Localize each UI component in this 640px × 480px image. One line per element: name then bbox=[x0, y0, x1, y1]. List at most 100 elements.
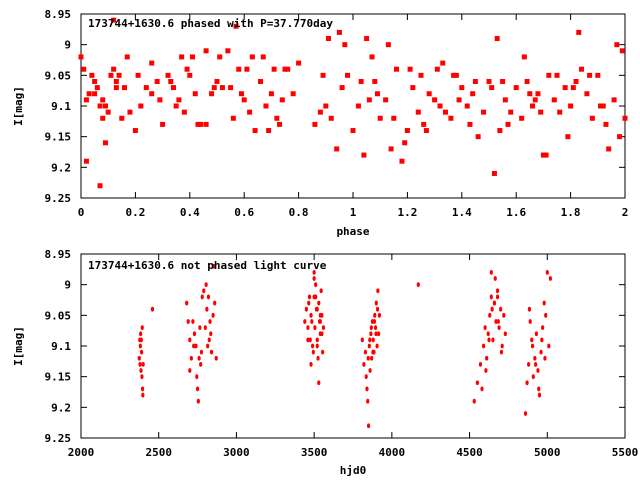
data-point bbox=[139, 337, 143, 343]
data-point bbox=[137, 355, 141, 361]
data-point bbox=[376, 288, 380, 294]
data-point bbox=[187, 72, 193, 78]
data-point bbox=[490, 306, 494, 312]
data-point bbox=[310, 343, 315, 349]
data-point bbox=[244, 66, 250, 72]
data-point bbox=[312, 270, 316, 275]
data-point bbox=[86, 91, 92, 97]
data-point bbox=[186, 319, 190, 324]
data-point bbox=[89, 72, 95, 78]
data-point bbox=[170, 85, 176, 91]
data-point bbox=[306, 325, 310, 330]
data-point bbox=[313, 325, 317, 330]
data-point bbox=[421, 121, 427, 127]
data-point bbox=[361, 152, 367, 158]
data-point bbox=[505, 121, 511, 127]
data-point bbox=[317, 380, 321, 386]
data-point bbox=[199, 362, 203, 367]
data-point bbox=[483, 325, 487, 330]
data-point bbox=[434, 66, 440, 72]
data-point bbox=[373, 312, 377, 318]
data-point bbox=[310, 319, 314, 324]
data-point bbox=[611, 97, 617, 103]
data-point bbox=[83, 97, 89, 103]
data-point bbox=[108, 72, 114, 78]
data-point bbox=[233, 23, 239, 29]
data-point bbox=[374, 331, 378, 337]
data-point bbox=[502, 97, 508, 103]
data-point bbox=[543, 355, 547, 361]
x-tick-label: 1.2 bbox=[397, 206, 417, 219]
data-point bbox=[334, 146, 340, 152]
x-axis-title: hjd0 bbox=[340, 464, 367, 477]
data-point bbox=[154, 78, 160, 84]
data-point bbox=[486, 78, 492, 84]
data-point bbox=[486, 331, 490, 337]
data-point bbox=[513, 85, 519, 91]
data-point bbox=[207, 337, 211, 343]
data-point bbox=[538, 109, 544, 115]
data-point bbox=[173, 103, 179, 109]
data-point bbox=[318, 312, 322, 318]
data-point bbox=[81, 66, 87, 72]
data-point bbox=[551, 97, 557, 103]
data-point bbox=[366, 398, 370, 404]
data-point bbox=[211, 85, 217, 91]
x-tick-label: 4000 bbox=[379, 446, 406, 459]
data-point bbox=[495, 294, 500, 300]
data-point bbox=[369, 331, 373, 337]
data-point bbox=[489, 294, 493, 300]
plot-frame bbox=[80, 253, 626, 439]
data-point bbox=[188, 368, 192, 373]
data-point bbox=[342, 42, 348, 48]
data-point bbox=[495, 288, 500, 294]
data-point bbox=[527, 91, 533, 97]
data-point bbox=[365, 386, 369, 392]
data-point bbox=[584, 91, 590, 97]
data-point bbox=[94, 85, 100, 91]
data-point bbox=[373, 325, 378, 330]
data-point bbox=[576, 29, 582, 35]
data-point bbox=[225, 48, 231, 54]
data-point bbox=[312, 121, 318, 127]
data-point bbox=[544, 312, 548, 318]
data-point bbox=[285, 66, 291, 72]
data-point bbox=[385, 42, 391, 48]
data-point bbox=[307, 294, 312, 300]
data-point bbox=[102, 140, 108, 146]
data-point bbox=[416, 282, 420, 288]
data-point bbox=[614, 42, 620, 48]
data-point bbox=[481, 109, 487, 115]
data-point bbox=[442, 109, 448, 115]
data-point bbox=[204, 282, 208, 288]
data-point bbox=[366, 97, 372, 103]
data-point bbox=[168, 78, 174, 84]
data-point bbox=[499, 306, 503, 312]
data-point bbox=[336, 29, 342, 35]
data-point bbox=[399, 158, 405, 164]
data-point bbox=[407, 66, 413, 72]
data-point bbox=[547, 343, 551, 349]
data-point bbox=[132, 128, 138, 134]
data-point bbox=[282, 66, 288, 72]
data-point bbox=[508, 109, 514, 115]
data-point bbox=[111, 66, 117, 72]
data-point bbox=[311, 349, 315, 355]
data-point bbox=[536, 368, 540, 373]
data-point bbox=[184, 66, 190, 72]
data-point bbox=[181, 109, 187, 115]
y-axis-title: I[mag] bbox=[12, 86, 25, 126]
data-point bbox=[440, 60, 446, 66]
x-tick-label: 5500 bbox=[612, 446, 639, 459]
data-point bbox=[459, 85, 465, 91]
data-point bbox=[489, 270, 493, 275]
data-point bbox=[141, 392, 145, 398]
data-point bbox=[350, 128, 356, 134]
x-tick-label: 1.6 bbox=[506, 206, 526, 219]
x-tick-label: 0.6 bbox=[234, 206, 254, 219]
data-point bbox=[241, 97, 247, 103]
data-point bbox=[364, 374, 368, 380]
y-tick-label: 9.2 bbox=[51, 161, 71, 174]
data-point bbox=[127, 109, 133, 115]
